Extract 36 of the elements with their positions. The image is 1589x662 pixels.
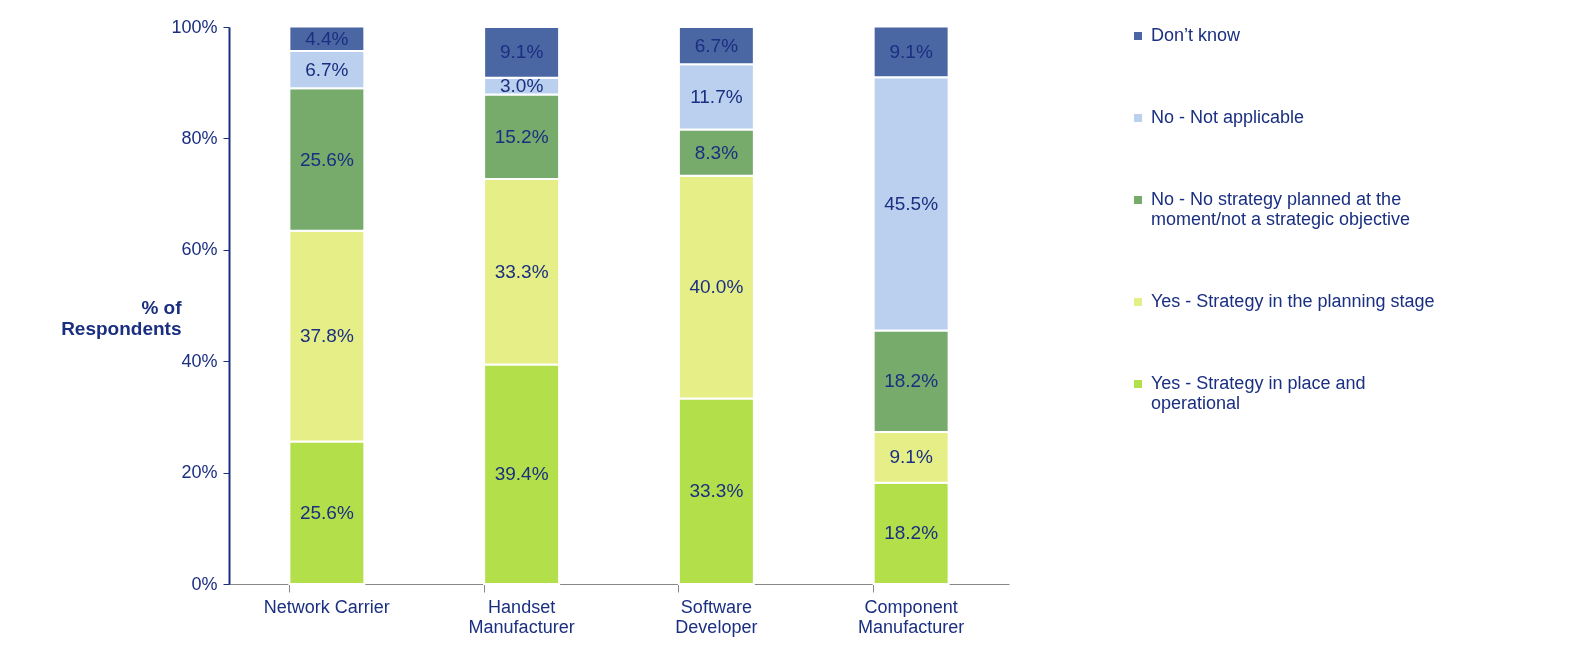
y-tick-label: 0% bbox=[191, 573, 218, 594]
legend-label: Yes - Strategy in place and operational bbox=[1151, 373, 1366, 413]
data-label: 3.0% bbox=[499, 75, 544, 97]
x-tick-label: Network Carrier bbox=[263, 596, 390, 617]
y-tick-label: 20% bbox=[181, 462, 218, 483]
data-label: 33.3% bbox=[689, 480, 744, 502]
x-tick-label: Handset Manufacturer bbox=[468, 596, 575, 637]
data-label: 37.8% bbox=[299, 325, 354, 347]
y-axis-title: % of Respondents bbox=[61, 296, 183, 339]
y-tick-label: 80% bbox=[181, 127, 218, 148]
data-label: 25.6% bbox=[299, 501, 354, 523]
legend-label: Yes - Strategy in the planning stage bbox=[1151, 291, 1435, 311]
data-label: 18.2% bbox=[884, 370, 939, 392]
data-label: 4.4% bbox=[305, 27, 349, 49]
y-tick-label: 100% bbox=[171, 16, 218, 37]
data-label: 9.1% bbox=[889, 446, 933, 468]
data-label: 6.7% bbox=[694, 34, 739, 56]
y-tick-label: 40% bbox=[181, 350, 218, 371]
data-label: 8.3% bbox=[694, 141, 739, 163]
data-label: 15.2% bbox=[494, 125, 549, 147]
data-label: 9.1% bbox=[889, 40, 933, 62]
legend-label: Don’t know bbox=[1151, 25, 1242, 45]
data-label: 33.3% bbox=[494, 260, 549, 282]
data-label: 25.6% bbox=[299, 148, 354, 170]
x-tick-label: Component Manufacturer bbox=[858, 596, 965, 637]
x-tick-label: Software Developer bbox=[675, 596, 758, 637]
y-tick-label: 60% bbox=[181, 239, 218, 260]
data-label: 9.1% bbox=[499, 41, 544, 63]
data-label: 18.2% bbox=[884, 522, 939, 544]
legend-label: No - Not applicable bbox=[1151, 107, 1305, 127]
legend-label: No - No strategy planned at the moment/not a strategic objective bbox=[1151, 189, 1411, 229]
data-label: 11.7% bbox=[690, 85, 743, 107]
data-label: 6.7% bbox=[305, 58, 349, 80]
data-label: 45.5% bbox=[884, 192, 939, 214]
data-label: 40.0% bbox=[689, 276, 744, 298]
data-label: 39.4% bbox=[494, 463, 549, 485]
